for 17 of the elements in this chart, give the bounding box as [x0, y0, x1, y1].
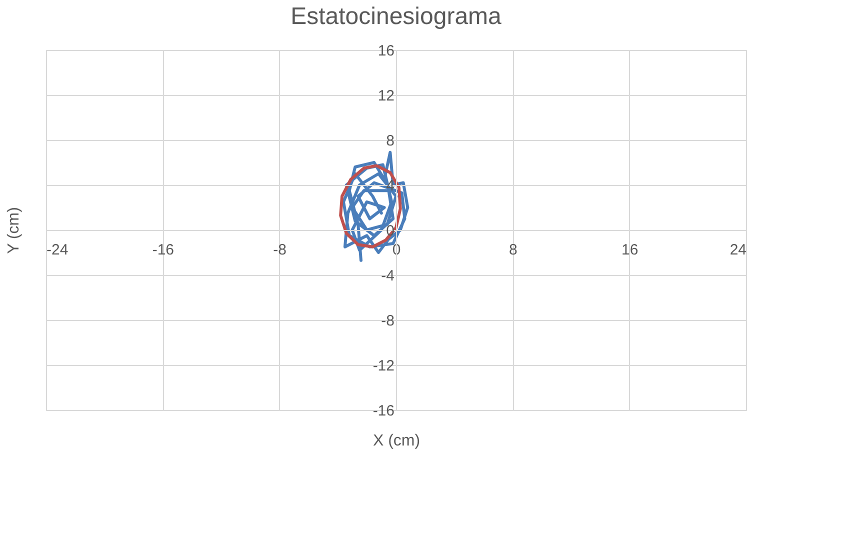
x-tick-label: 16 [621, 242, 638, 258]
x-tick-label: 8 [508, 242, 518, 258]
y-tick-label: -12 [372, 358, 394, 374]
y-tick-label: 8 [386, 132, 394, 150]
x-tick-label: -24 [46, 242, 68, 258]
x-tick-label: -8 [273, 242, 287, 258]
x-tick-label: -16 [152, 242, 174, 258]
y-tick-label: 16 [378, 42, 394, 60]
y-tick-label: 12 [378, 88, 394, 104]
chart-title: Estatocinesiograma [290, 3, 502, 30]
y-axis-title: Y (cm) [6, 207, 22, 254]
x-tick-label: 24 [730, 242, 746, 258]
y-tick-label: -16 [372, 402, 394, 420]
y-tick-label: -8 [381, 312, 394, 330]
x-axis-title: X (cm) [372, 432, 420, 450]
line-series [342, 150, 410, 262]
y-tick-label: -4 [381, 268, 394, 284]
